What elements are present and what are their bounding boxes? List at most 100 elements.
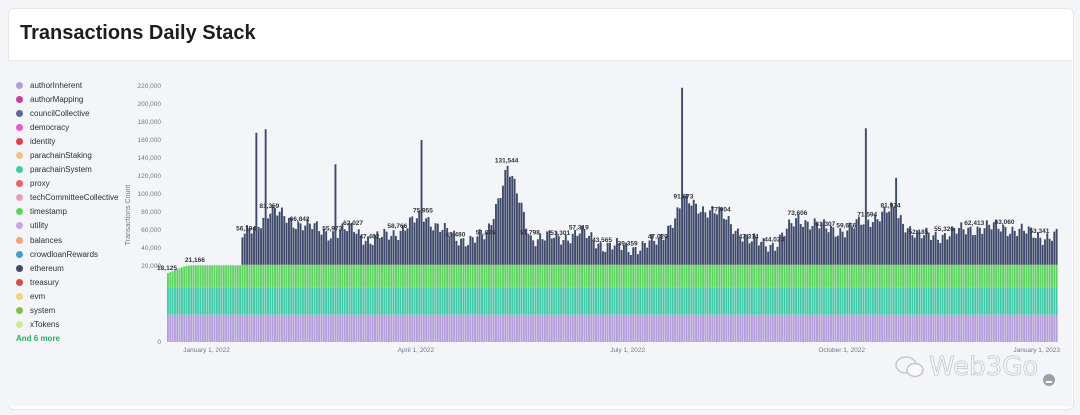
legend-swatch [16,194,23,202]
bar-parachainSystem [685,287,688,315]
bar-ethereum [685,194,688,265]
bar-ethereum [392,230,395,265]
bar-timestamp [197,265,200,288]
bar-parachainSystem [788,287,791,315]
bar-authorInherent [462,314,465,342]
legend-item-evm[interactable]: evm [16,289,126,303]
x-tick-label: July 1, 2022 [610,347,645,354]
bar-ethereum [706,217,709,265]
bar-authorInherent [1013,314,1016,342]
legend-item-timestamp[interactable]: timestamp [16,205,126,219]
bar-authorInherent [790,314,793,342]
bar-ethereum [443,223,446,265]
bar-authorInherent [250,314,253,342]
bar-ethereum [897,218,900,265]
bar-timestamp [862,264,865,288]
bar-authorInherent [548,314,551,342]
legend-label: timestamp [30,207,67,217]
legend-item-parachainStaking[interactable]: parachainStaking [16,148,126,162]
bar-timestamp [716,264,718,288]
bar-authorInherent [727,314,730,342]
bar-parachainSystem [239,287,242,315]
bar-parachainSystem [946,287,949,315]
bar-ethereum [362,244,365,265]
bar-ethereum [762,238,765,265]
bar-parachainSystem [1002,287,1005,315]
bar-authorInherent [923,314,925,342]
bar-ethereum [702,206,704,265]
bar-authorInherent [290,314,293,342]
bar-timestamp [748,264,751,288]
bar-ethereum [964,234,967,265]
legend-item-authorInherent[interactable]: authorInherent [16,78,126,92]
legend-swatch [16,81,23,89]
bar-parachainSystem [1046,287,1049,315]
legend-item-ethereum[interactable]: ethereum [16,261,126,275]
bar-ethereum [260,228,262,265]
bar-ethereum [450,232,453,265]
legend-item-parachainSystem[interactable]: parachainSystem [16,163,126,177]
data-label: 61,307 [815,221,835,228]
bar-ethereum [909,226,912,265]
bar-ethereum [999,231,1002,265]
legend-more-link[interactable]: And 6 more [16,333,61,343]
bar-timestamp [662,264,665,288]
bar-ethereum [1032,237,1035,265]
download-icon[interactable] [1043,374,1055,386]
bar-timestamp [506,264,509,288]
legend-item-councilCollective[interactable]: councilCollective [16,106,126,120]
bar-timestamp [843,264,846,288]
bar-timestamp [799,264,802,288]
bar-ethereum [267,218,269,265]
bar-authorInherent [197,314,200,342]
bar-timestamp [906,264,909,288]
bar-authorInherent [690,314,693,342]
bar-timestamp [797,264,800,288]
legend-item-proxy[interactable]: proxy [16,177,126,191]
bar-timestamp [1006,264,1009,288]
bar-ethereum [546,231,549,265]
bar-ethereum [976,226,979,265]
bar-ethereum [690,205,693,265]
legend-item-crowdloanRewards[interactable]: crowdloanRewards [16,247,126,261]
legend-item-balances[interactable]: balances [16,233,126,247]
bar-ethereum [883,206,886,265]
bar-authorInherent [685,314,688,342]
bar-parachainSystem [999,287,1002,315]
legend-item-identity[interactable]: identity [16,134,126,148]
bar-timestamp [676,264,679,288]
bar-ethereum [932,235,935,265]
bar-parachainSystem [357,287,360,315]
legend-item-authorMapping[interactable]: authorMapping [16,92,126,106]
legend-item-treasury[interactable]: treasury [16,275,126,289]
legend-item-techCommitteeCollective[interactable]: techCommitteeCollective [16,191,126,205]
bar-authorInherent [843,314,846,342]
bar-parachainSystem [588,287,590,315]
legend-item-system[interactable]: system [16,304,126,318]
bar-parachainSystem [755,287,758,315]
legend-item-xTokens[interactable]: xTokens [16,318,126,332]
bar-parachainSystem [243,287,246,315]
bar-ethereum [567,240,570,265]
bar-authorInherent [1023,314,1026,342]
bar-authorInherent [525,314,528,342]
bar-timestamp [964,264,967,288]
bar-ethereum [274,208,276,265]
bar-timestamp [213,265,216,288]
bar-ethereum [615,238,618,265]
bar-authorInherent [676,314,679,342]
bar-authorInherent [411,314,414,342]
bar-timestamp [709,264,711,288]
bar-parachainSystem [702,287,704,315]
bar-authorInherent [455,314,458,342]
legend-item-utility[interactable]: utility [16,219,126,233]
bar-authorInherent [862,314,865,342]
bar-ethereum [495,203,497,265]
bar-parachainSystem [241,287,244,315]
bar-parachainSystem [457,287,460,315]
bar-ethereum [688,203,691,265]
legend-item-democracy[interactable]: democracy [16,120,126,134]
bar-parachainSystem [211,287,214,315]
bar-ethereum [899,215,902,265]
bar-ethereum [355,233,358,265]
